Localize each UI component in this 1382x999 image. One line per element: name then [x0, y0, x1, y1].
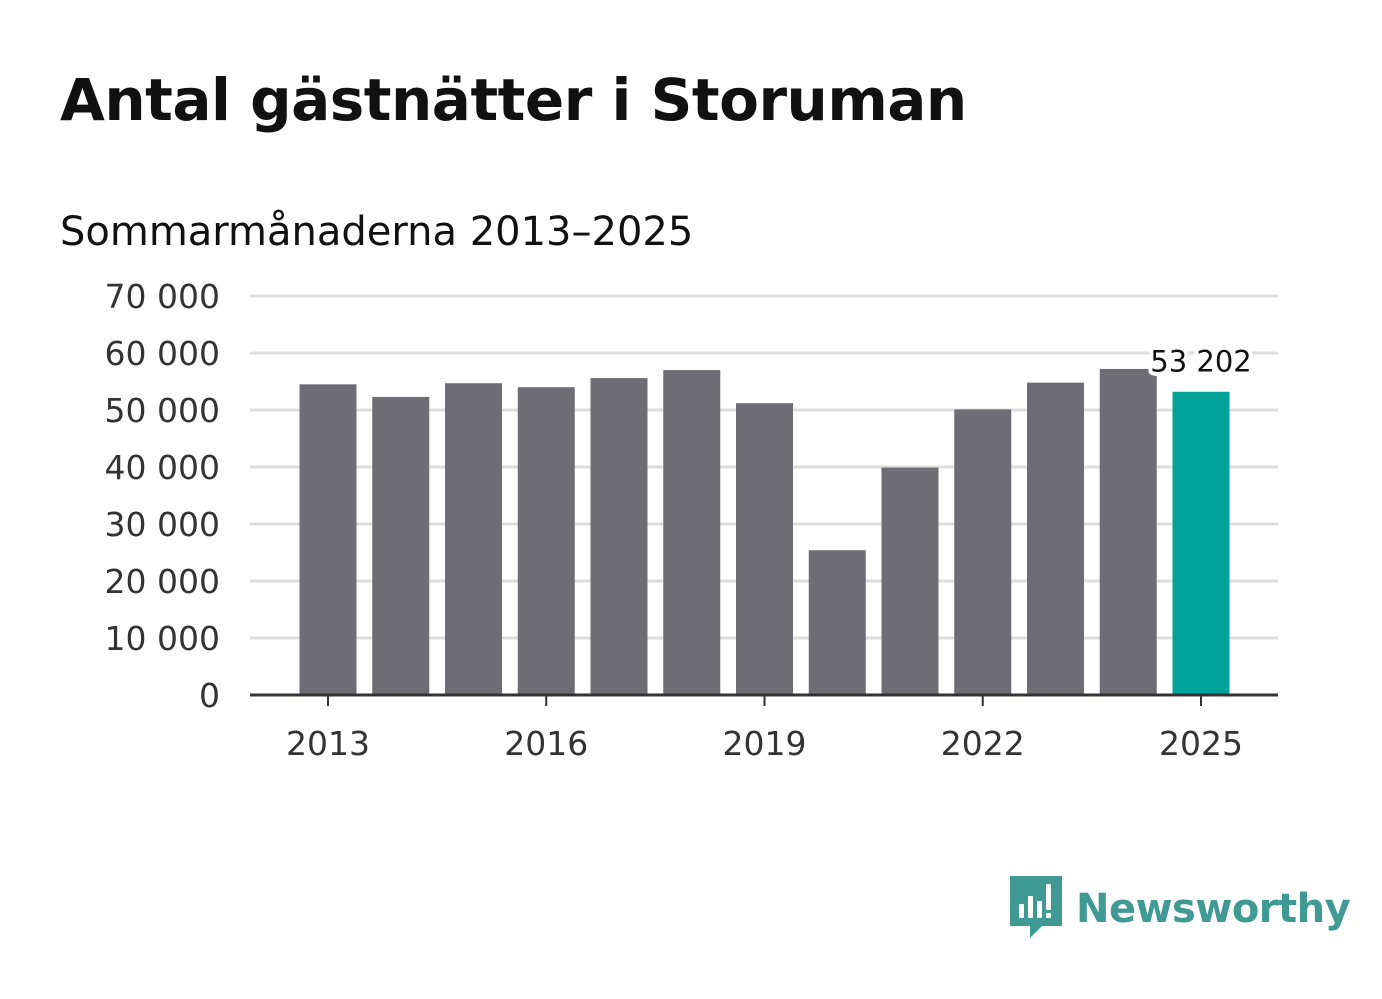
bar: [372, 396, 430, 695]
y-tick-label: 40 000: [105, 448, 220, 487]
data-label: 53 202: [1150, 345, 1251, 379]
bar: [881, 467, 939, 695]
x-tick-label: 2025: [1159, 724, 1243, 763]
x-tick-label: 2019: [723, 724, 807, 763]
bar: [1099, 368, 1157, 695]
bar: [517, 387, 575, 695]
y-tick-label: 20 000: [105, 562, 220, 601]
bar-highlight: [1172, 391, 1230, 695]
bar: [445, 383, 502, 695]
y-tick-label: 30 000: [105, 505, 220, 544]
chart-subtitle: Sommarmånaderna 2013–2025: [60, 209, 694, 255]
y-tick-label: 0: [199, 676, 220, 715]
x-tick-label: 2013: [286, 724, 370, 763]
bar: [954, 409, 1012, 695]
x-tick-label: 2022: [941, 724, 1025, 763]
brand-name: Newsworthy: [1076, 886, 1351, 932]
chart-title: Antal gästnätter i Storuman: [60, 66, 967, 134]
y-tick-label: 10 000: [105, 619, 220, 658]
newsworthy-logo: Newsworthy: [1010, 876, 1351, 942]
bar: [808, 550, 866, 695]
bar: [663, 370, 721, 695]
bar: [1027, 382, 1084, 695]
y-tick-label: 50 000: [105, 391, 220, 430]
y-tick-label: 70 000: [105, 277, 220, 316]
newsworthy-logo-icon: [1010, 876, 1062, 938]
bar: [299, 384, 357, 695]
bar: [590, 378, 648, 695]
y-tick-label: 60 000: [105, 334, 220, 373]
bar: [736, 403, 793, 695]
x-tick-label: 2016: [504, 724, 588, 763]
